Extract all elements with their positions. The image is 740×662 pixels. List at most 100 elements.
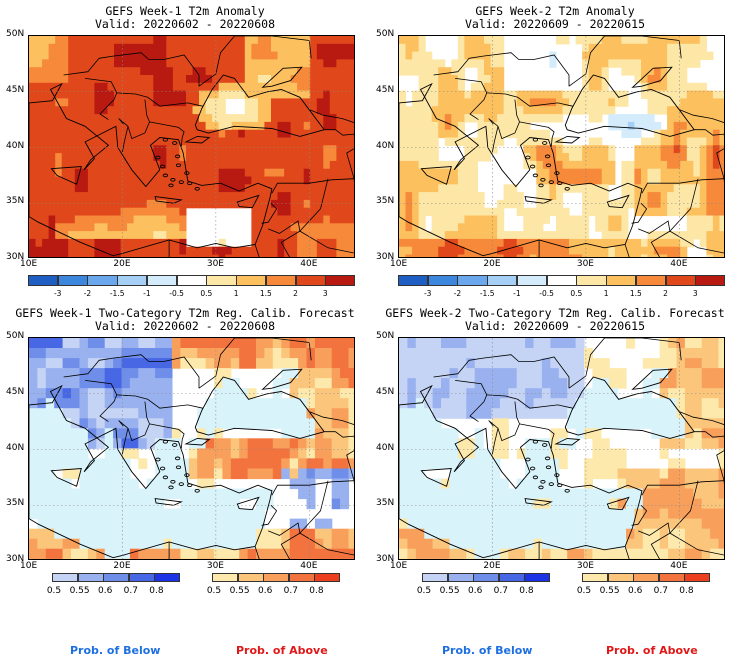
map-area (398, 337, 725, 560)
colorbar-tick: 1.5 (629, 289, 642, 298)
colorbar-swatch (87, 275, 118, 286)
legend-above-label-1: Prob. of Above (236, 644, 328, 657)
colorbar-swatch (582, 573, 609, 582)
colorbar-tick: -2 (453, 289, 462, 298)
colorbar-swatch (576, 275, 607, 286)
lat-label: 45N (6, 84, 25, 95)
colorbar-swatch (398, 275, 429, 286)
lon-label: 30E (576, 561, 594, 571)
colorbar-tick: 0.7 (653, 586, 668, 596)
lat-label: 30N (376, 554, 395, 564)
map-area (28, 337, 355, 560)
lon-label: 10E (390, 259, 408, 269)
colorbar-swatch (57, 275, 88, 286)
colorbar-swatch (236, 275, 267, 286)
colorbar-swatch (103, 573, 130, 582)
colorbar-swatch (206, 275, 237, 286)
panel-title: GEFS Week-2 T2m Anomaly (475, 4, 635, 18)
colorbar-swatch (77, 573, 104, 582)
colorbar-tick: 0.5 (576, 586, 592, 596)
below-colorbar: 0.5 0.55 0.6 0.7 0.8 (47, 573, 181, 599)
colorbar-swatch (422, 573, 449, 582)
colorbar-tick: 0.6 (98, 586, 113, 596)
lon-label: 20E (113, 561, 131, 571)
legend-above-label-2: Prob. of Above (606, 644, 698, 657)
colorbar-swatch (154, 573, 181, 582)
panel-week2-probability: GEFS Week-2 Two-Category T2m Reg. Calib.… (370, 302, 740, 602)
lat-label: 35N (6, 196, 25, 207)
colorbar-swatch (146, 275, 178, 286)
colorbar-tick: 0.7 (493, 586, 508, 596)
colorbar-tick: 0.8 (149, 586, 164, 596)
lat-label: 35N (376, 498, 395, 509)
colorbar-swatch (128, 573, 155, 582)
colorbar-swatch (473, 573, 500, 582)
panel-week1-probability: GEFS Week-1 Two-Category T2m Reg. Calib.… (0, 302, 370, 602)
colorbar-swatch (288, 573, 315, 582)
colorbar-swatch (606, 275, 637, 286)
colorbar-swatch (665, 275, 696, 286)
lon-label: 10E (20, 561, 38, 571)
lat-label: 35N (6, 498, 25, 509)
colorbar-tick: 3 (322, 289, 328, 298)
lon-label: 20E (483, 561, 501, 571)
lat-label: 30N (6, 554, 25, 564)
coastlines (399, 368, 695, 559)
colorbar-swatch (524, 573, 551, 582)
colorbar-tick: -0.5 (539, 289, 554, 298)
gridlines (399, 338, 724, 559)
lat-label: 45N (376, 386, 395, 397)
map-field (29, 36, 354, 257)
panel-title: GEFS Week-1 Two-Category T2m Reg. Calib.… (15, 306, 355, 320)
colorbar-swatch (212, 573, 239, 582)
lon-label: 10E (20, 259, 38, 269)
colorbar-tick: 0.6 (258, 586, 273, 596)
lon-label: 40E (670, 259, 688, 269)
colorbar-swatch (295, 275, 326, 286)
colorbar-tick: 0.7 (283, 586, 298, 596)
colorbar-tick: 2 (293, 289, 298, 298)
map-area (28, 35, 355, 258)
below-colorbar: 0.5 0.55 0.6 0.7 0.8 (417, 573, 551, 599)
colorbar-swatch (314, 573, 341, 582)
colorbar-tick: -3 (53, 289, 62, 298)
lat-label: 45N (6, 386, 25, 397)
colorbar-tick: 0.6 (628, 586, 643, 596)
colorbar-swatch (546, 275, 577, 286)
colorbar-tick: 0.5 (200, 289, 213, 298)
lat-label: 45N (376, 84, 395, 95)
legend-below-label-2: Prob. of Below (442, 644, 533, 657)
gridlines (29, 338, 354, 559)
coastlines (29, 368, 325, 559)
lon-label: 30E (576, 259, 594, 269)
colorbar-swatch (28, 275, 59, 286)
colorbar-tick: -1 (513, 289, 521, 298)
lat-label: 30N (376, 252, 395, 262)
colorbar-swatch (658, 573, 685, 582)
map-field (29, 338, 354, 559)
lat-label: 50N (376, 29, 395, 39)
anomaly-colorbar: -3 -2 -1.5 -1 -0.5 0.5 1 1.5 2 3 (28, 275, 356, 299)
colorbar-swatch (607, 573, 634, 582)
colorbar-tick: 0.5 (46, 586, 62, 596)
panel-week2-anomaly: GEFS Week-2 T2m Anomaly Valid: 20220609 -… (370, 0, 740, 300)
gridlines (29, 36, 354, 257)
above-colorbar: 0.5 0.55 0.6 0.7 0.8 (207, 573, 341, 599)
lat-label: 40N (6, 442, 25, 453)
colorbar-swatch (176, 275, 207, 286)
colorbar-swatch (447, 573, 474, 582)
anomaly-colorbar: -3 -2 -1.5 -1 -0.5 0.5 1 1.5 2 3 (398, 275, 726, 299)
colorbar-swatch (427, 275, 458, 286)
colorbar-tick: -3 (423, 289, 432, 298)
colorbar-swatch (684, 573, 711, 582)
colorbar-swatch (487, 275, 518, 286)
colorbar-swatch (457, 275, 488, 286)
colorbar-tick: 0.5 (416, 586, 432, 596)
lon-label: 20E (483, 259, 501, 269)
lon-label: 30E (206, 561, 224, 571)
lon-label: 10E (390, 561, 408, 571)
colorbar-tick: -1.5 (479, 289, 495, 298)
above-colorbar: 0.5 0.55 0.6 0.7 0.8 (577, 573, 711, 599)
field-cells (29, 338, 354, 559)
colorbar-tick: -0.5 (169, 289, 184, 298)
